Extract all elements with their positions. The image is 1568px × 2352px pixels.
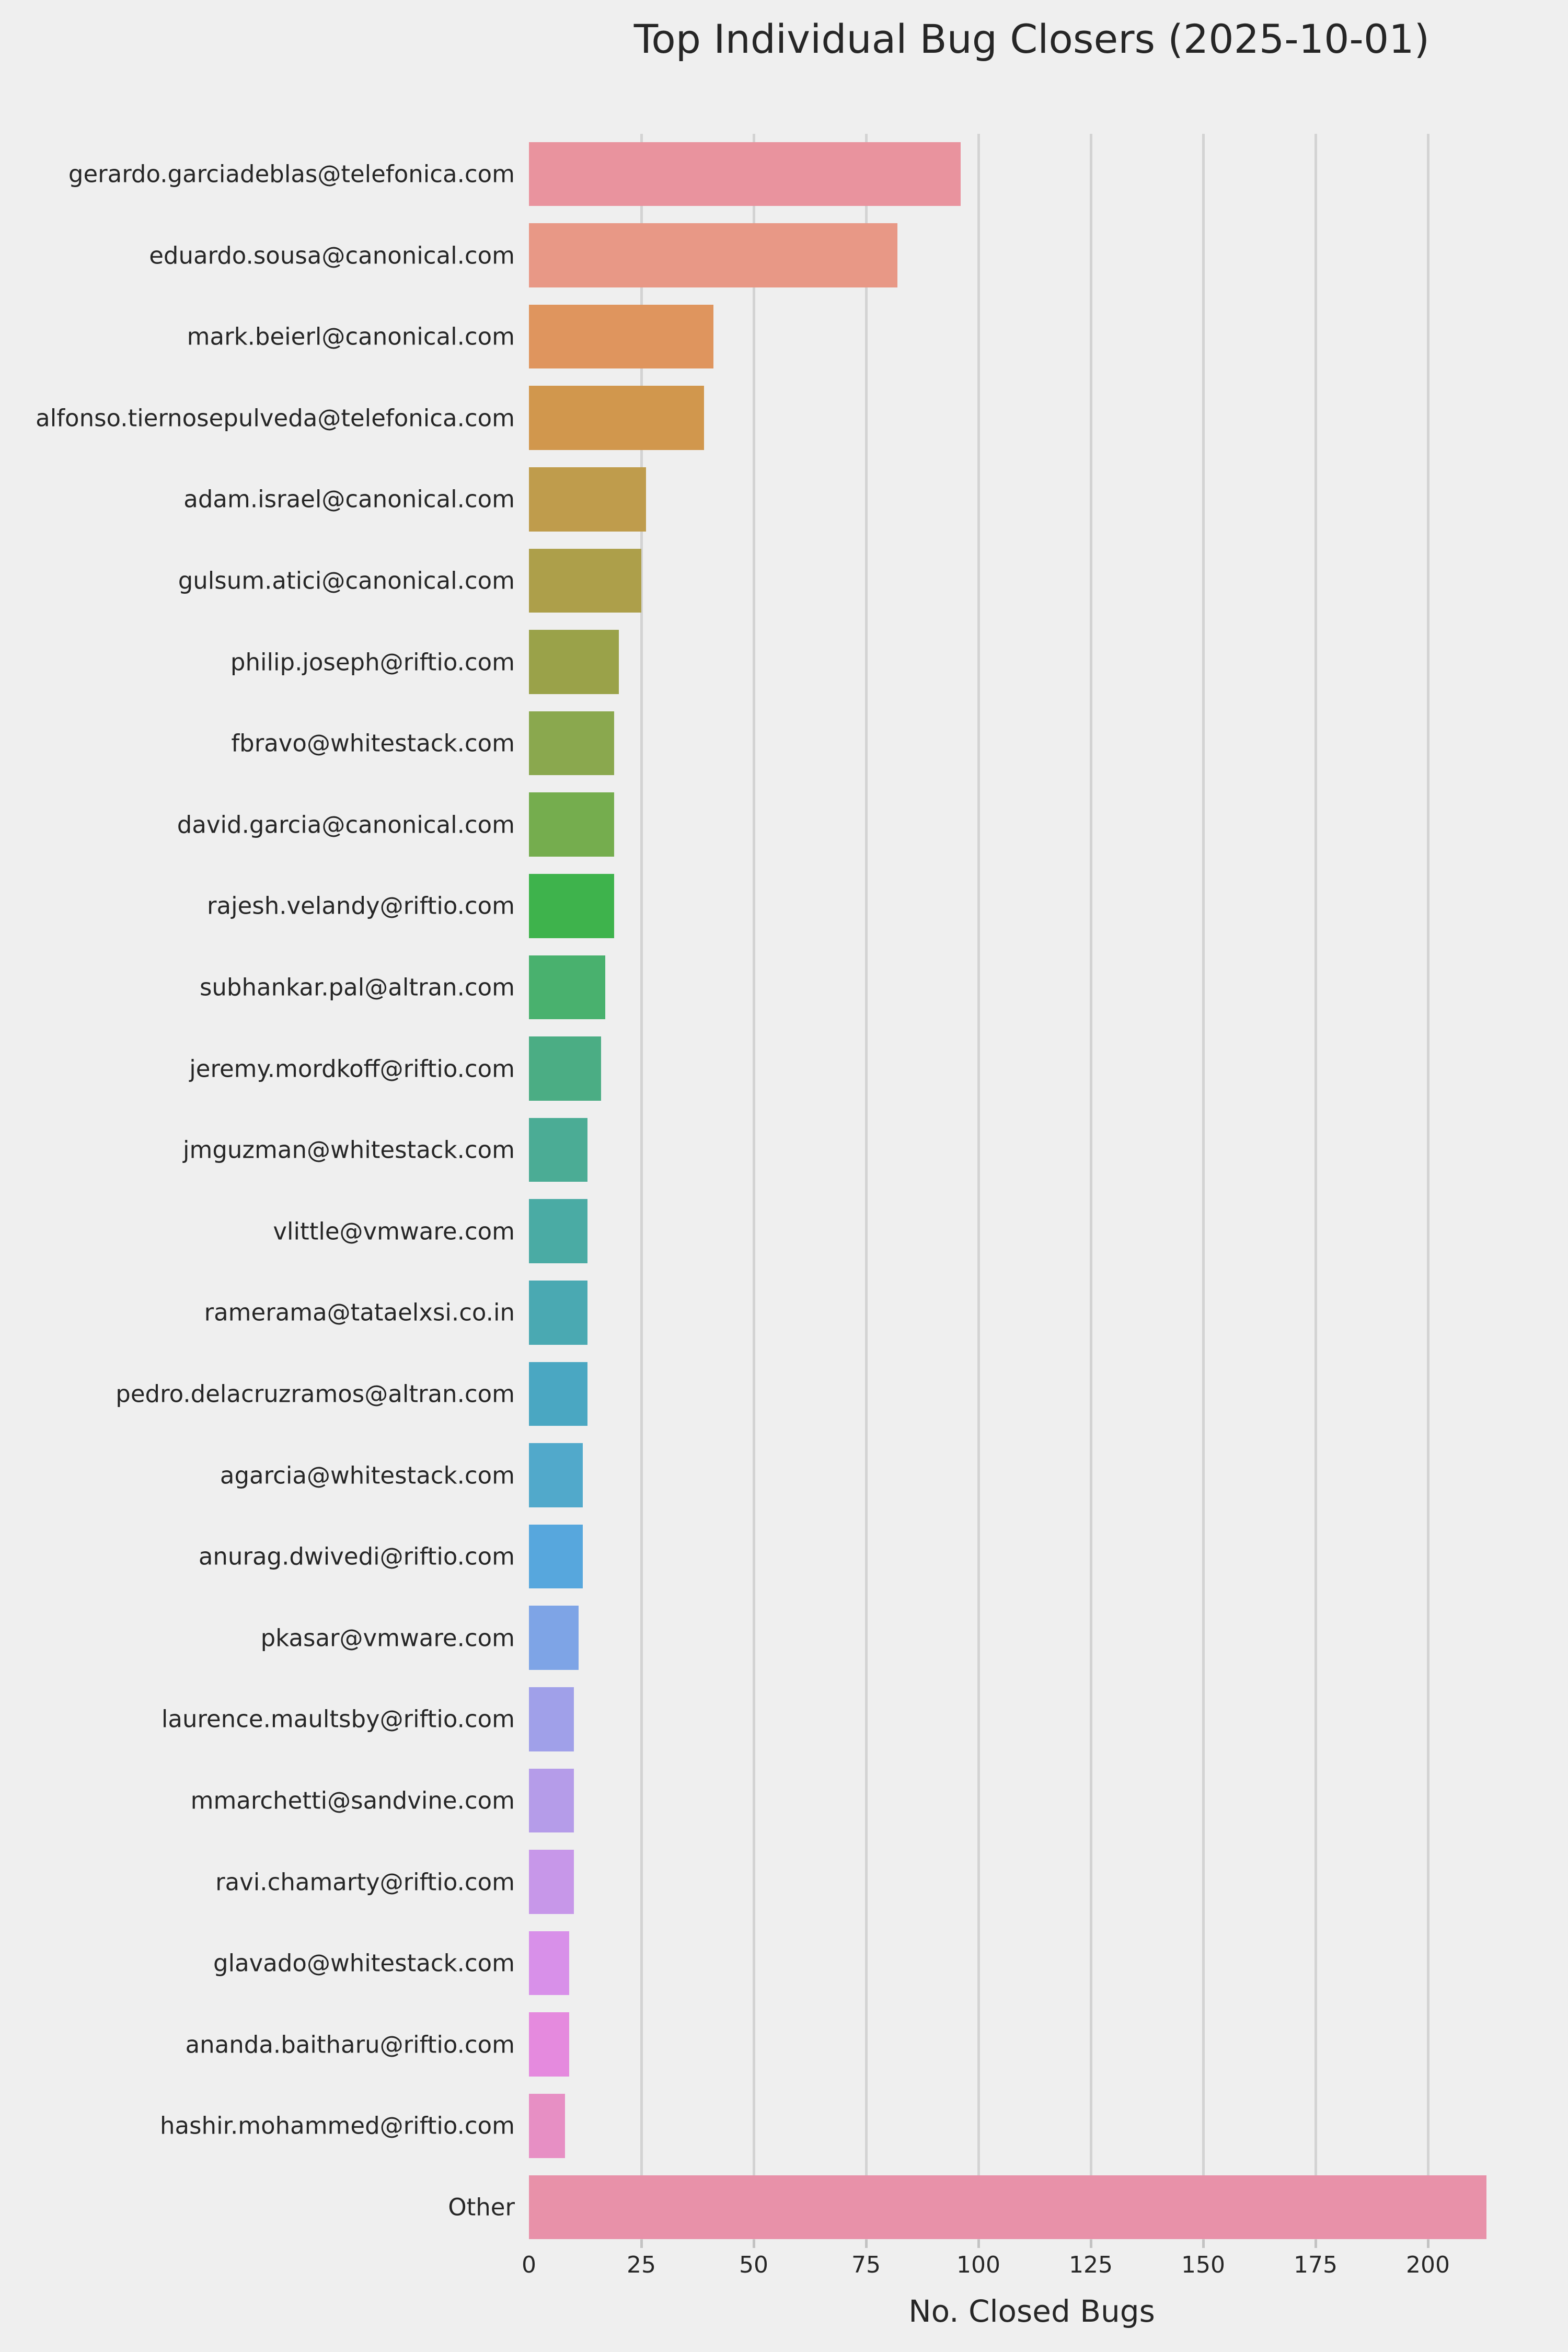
y-tick-label: hashir.mohammed@riftio.com	[160, 2112, 515, 2140]
bar-pkasar	[529, 1606, 579, 1670]
bar-jmguzman	[529, 1117, 587, 1182]
x-tick-label-0: 0	[522, 2252, 536, 2278]
bar-pedro.delacruzramos	[529, 1362, 587, 1426]
y-tick-label: mmarchetti@sandvine.com	[190, 1786, 515, 1815]
y-tick-label: pedro.delacruzramos@altran.com	[116, 1380, 515, 1408]
y-tick-label: anurag.dwivedi@riftio.com	[198, 1542, 515, 1571]
bar-ananda.baitharu	[529, 2012, 570, 2077]
y-tick-label: laurence.maultsby@riftio.com	[161, 1705, 515, 1733]
bar-rajesh.velandy	[529, 874, 615, 938]
y-tick-label: philip.joseph@riftio.com	[230, 648, 515, 676]
x-tick-label-100: 100	[956, 2252, 1000, 2278]
bar-ramerama	[529, 1281, 587, 1345]
y-tick-label: jeremy.mordkoff@riftio.com	[189, 1055, 515, 1082]
x-tick-mark-200	[1426, 2240, 1429, 2248]
y-tick-label: ananda.baitharu@riftio.com	[185, 2031, 515, 2059]
grid-line-x-50	[752, 134, 755, 2240]
y-tick-label: agarcia@whitestack.com	[220, 1461, 515, 1489]
bar-agarcia	[529, 1443, 583, 1507]
x-tick-label-150: 150	[1181, 2252, 1225, 2278]
y-tick-label: david.garcia@canonical.com	[177, 811, 515, 839]
bar-glavado	[529, 1931, 570, 1996]
bar-alfonso.tiernosepulveda	[529, 386, 705, 450]
y-tick-label: gulsum.atici@canonical.com	[178, 567, 515, 595]
y-tick-label: alfonso.tiernosepulveda@telefonica.com	[36, 404, 515, 432]
grid-line-x-175	[1314, 134, 1317, 2240]
x-tick-mark-175	[1314, 2240, 1317, 2248]
bar-jeremy.mordkoff	[529, 1036, 601, 1101]
bar-mmarchetti	[529, 1768, 574, 1833]
y-tick-label: adam.israel@canonical.com	[183, 485, 515, 513]
bar-gulsum.atici	[529, 548, 641, 613]
y-tick-label: Other	[448, 2193, 515, 2221]
bar-laurence.maultsby	[529, 1687, 574, 1751]
grid-line-x-150	[1202, 134, 1205, 2240]
y-tick-label: eduardo.sousa@canonical.com	[149, 241, 515, 269]
y-tick-label: vlittle@vmware.com	[273, 1217, 515, 1246]
y-tick-label: pkasar@vmware.com	[260, 1624, 515, 1652]
x-tick-label-75: 75	[851, 2252, 881, 2278]
grid-line-x-200	[1426, 134, 1429, 2240]
grid-line-x-75	[864, 134, 868, 2240]
grid-line-x-125	[1089, 134, 1092, 2240]
bar-mark.beierl	[529, 304, 713, 369]
bar-adam.israel	[529, 467, 646, 532]
bar-hashir.mohammed	[529, 2094, 565, 2158]
y-tick-label: fbravo@whitestack.com	[231, 729, 515, 757]
x-tick-mark-75	[864, 2240, 868, 2248]
x-tick-label-125: 125	[1069, 2252, 1113, 2278]
x-tick-label-25: 25	[627, 2252, 656, 2278]
bar-other	[529, 2175, 1486, 2240]
x-tick-mark-150	[1202, 2240, 1205, 2248]
grid-line-x-100	[977, 134, 980, 2240]
bar-vlittle	[529, 1199, 587, 1263]
bar-eduardo.sousa	[529, 223, 898, 287]
y-tick-label: glavado@whitestack.com	[213, 1949, 515, 1977]
bar-david.garcia	[529, 792, 615, 857]
bar-gerardo.garciadeblas	[529, 142, 961, 206]
y-tick-label: ramerama@tataelxsi.co.in	[204, 1298, 515, 1327]
x-tick-mark-100	[977, 2240, 980, 2248]
x-tick-label-200: 200	[1406, 2252, 1450, 2278]
bar-philip.joseph	[529, 630, 619, 694]
y-tick-label: ravi.chamarty@riftio.com	[215, 1868, 515, 1896]
bar-fbravo	[529, 711, 615, 776]
y-tick-label: rajesh.velandy@riftio.com	[207, 892, 515, 920]
x-tick-mark-125	[1089, 2240, 1092, 2248]
bar-ravi.chamarty	[529, 1850, 574, 1914]
bar-subhankar.pal	[529, 955, 606, 1020]
x-tick-label-50: 50	[739, 2252, 768, 2278]
chart-title: Top Individual Bug Closers (2025-10-01)	[633, 16, 1430, 62]
x-axis-label: No. Closed Bugs	[908, 2293, 1155, 2329]
bar-anurag.dwivedi	[529, 1524, 583, 1589]
y-tick-label: subhankar.pal@altran.com	[199, 973, 515, 1001]
y-tick-label: mark.beierl@canonical.com	[187, 322, 515, 351]
y-tick-label: gerardo.garciadeblas@telefonica.com	[68, 160, 515, 188]
x-tick-label-175: 175	[1294, 2252, 1338, 2278]
x-tick-mark-50	[752, 2240, 755, 2248]
x-tick-mark-25	[640, 2240, 643, 2248]
y-tick-label: jmguzman@whitestack.com	[182, 1136, 515, 1164]
grid-line-x-25	[640, 134, 643, 2240]
